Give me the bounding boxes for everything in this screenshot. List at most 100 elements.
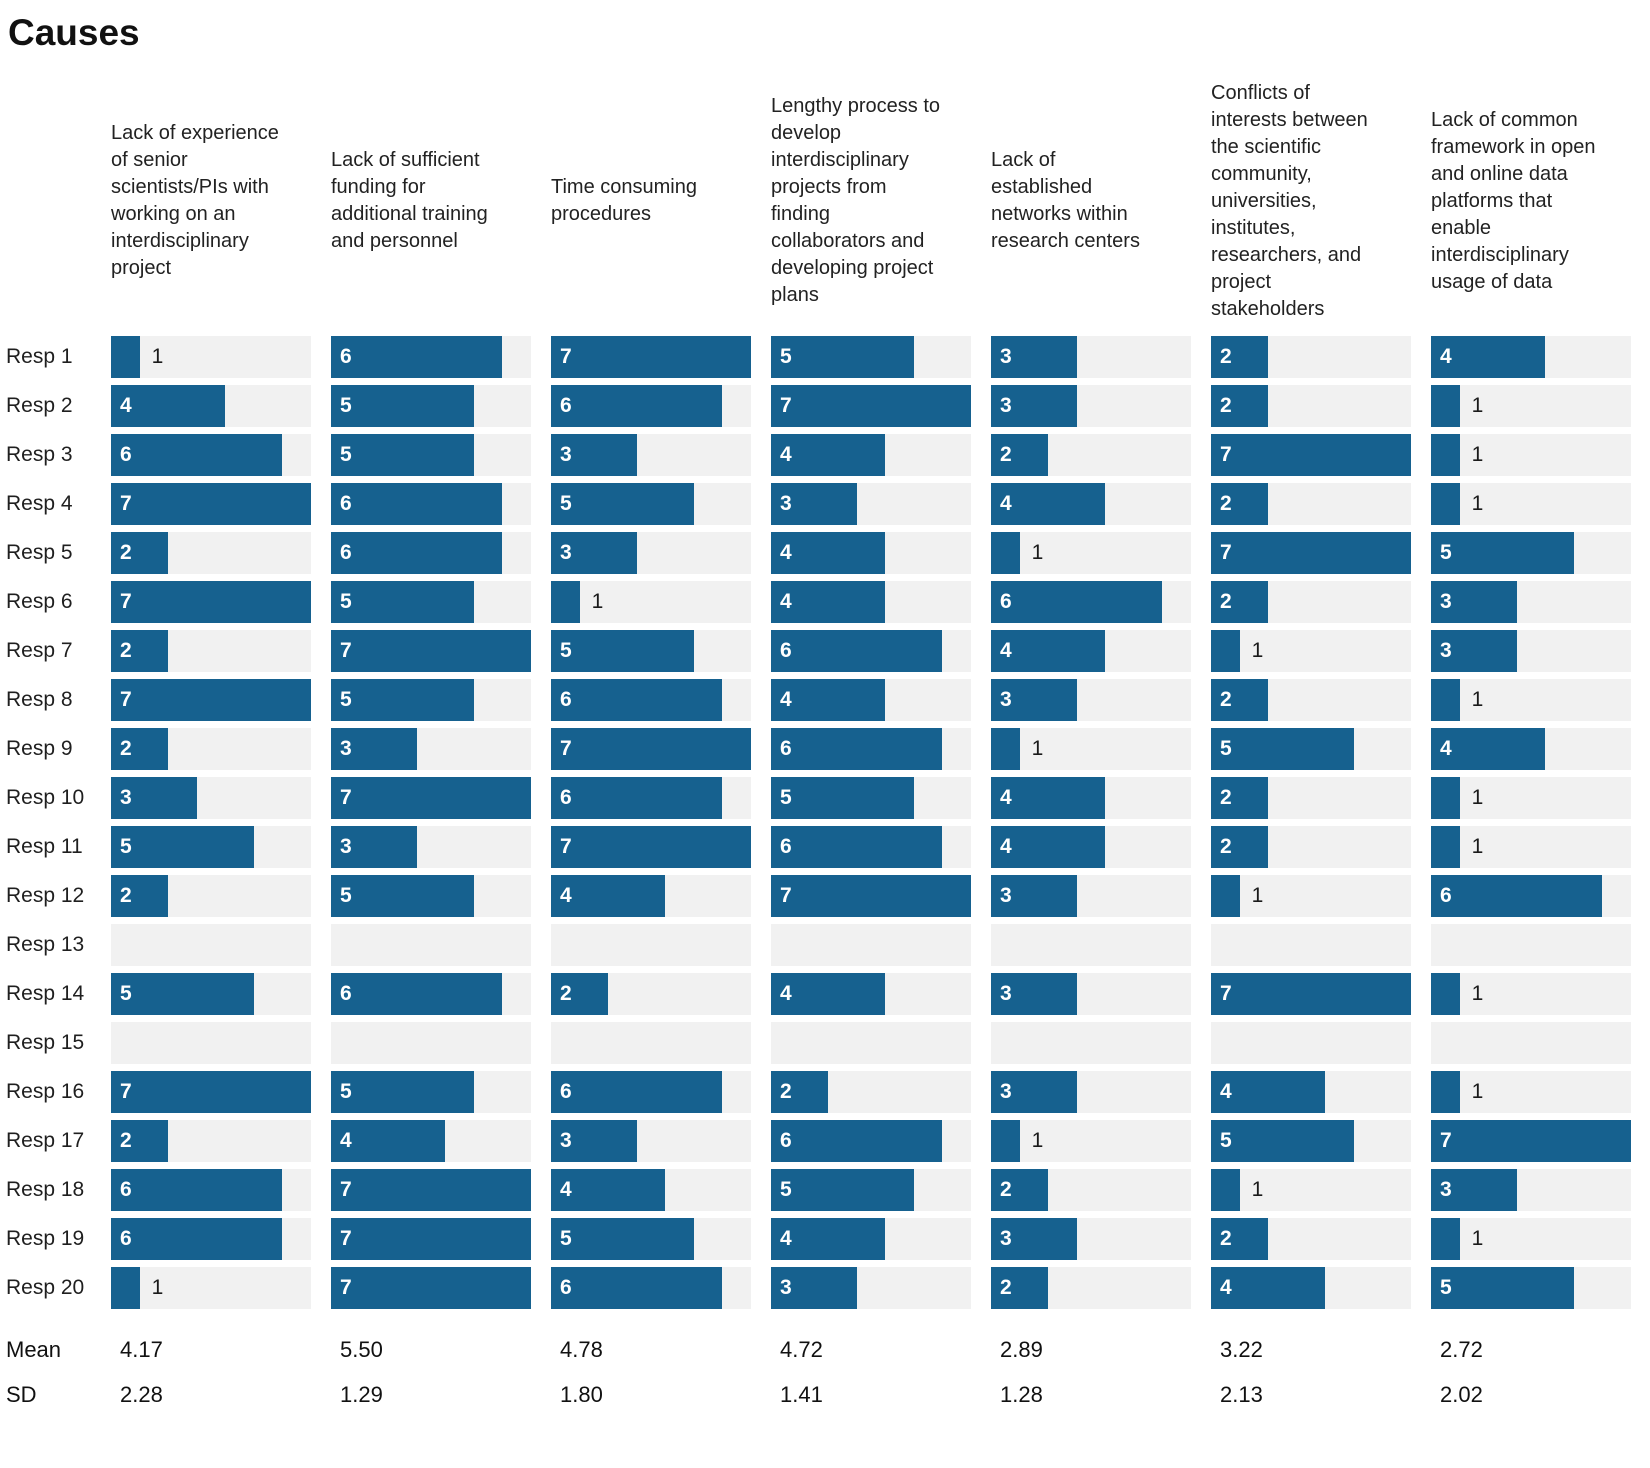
bar-value: 4: [780, 982, 792, 1005]
bar: [111, 826, 254, 868]
bar-value: 3: [780, 1276, 792, 1299]
bar: [551, 1218, 694, 1260]
bar-value: 6: [120, 1227, 132, 1250]
bar-track: 7: [1211, 434, 1411, 476]
respondent-row: Resp 16 7 5 6 2 3 4 1: [6, 1071, 1650, 1113]
bar-value: 3: [340, 835, 352, 858]
bar-track: 1: [991, 728, 1191, 770]
bar: [1211, 630, 1240, 672]
bar-value: 7: [560, 835, 572, 858]
bar-value: 3: [120, 786, 132, 809]
bar-value: 5: [340, 688, 352, 711]
bar: [991, 581, 1163, 623]
bar-value: 5: [780, 786, 792, 809]
bar-value: 7: [340, 1276, 352, 1299]
column-header: Lack of established networks within rese…: [991, 149, 1140, 252]
bar: [331, 385, 474, 427]
row-label: Resp 18: [6, 1178, 85, 1201]
bar-track: 1: [1211, 1169, 1411, 1211]
bar-track: 6: [551, 777, 751, 819]
row-label: Resp 13: [6, 933, 85, 956]
bar: [111, 1267, 140, 1309]
bar-track: [551, 1022, 751, 1064]
bar-track: 4: [1211, 1267, 1411, 1309]
bar-track: 1: [1431, 826, 1631, 868]
bar-track: 7: [1431, 1120, 1631, 1162]
bar: [1211, 875, 1240, 917]
bar-track: 5: [551, 630, 751, 672]
bar: [1431, 385, 1460, 427]
bar-value: 3: [1440, 1178, 1452, 1201]
bar: [111, 728, 169, 770]
bar: [1211, 973, 1411, 1015]
bar-track: 6: [771, 826, 971, 868]
bar-track: 4: [551, 1169, 751, 1211]
bar-value: 5: [560, 492, 572, 515]
bar-track: [771, 1022, 971, 1064]
bar-track: [1211, 1022, 1411, 1064]
bar-value: 5: [1440, 541, 1452, 564]
bar: [771, 1169, 914, 1211]
bar-value: 6: [560, 1276, 572, 1299]
bar-track: 7: [111, 581, 311, 623]
bar-value: 3: [1000, 394, 1012, 417]
bar-track: 7: [331, 777, 531, 819]
bar: [1211, 483, 1269, 525]
bar-value: 6: [1440, 884, 1452, 907]
bar-track: 5: [111, 826, 311, 868]
bar-track: 3: [551, 1120, 751, 1162]
bar-track: 5: [331, 875, 531, 917]
bar-track: 3: [991, 385, 1191, 427]
bar-track: 1: [1431, 1218, 1631, 1260]
bar: [111, 1071, 311, 1113]
bar: [1211, 1071, 1326, 1113]
bar-track: 1: [1211, 875, 1411, 917]
bar-value: 1: [1251, 1178, 1264, 1201]
sd-label: SD: [6, 1382, 37, 1407]
bar-track: 7: [111, 1071, 311, 1113]
bar-track: 6: [771, 728, 971, 770]
bar-track: 5: [551, 1218, 751, 1260]
bar-track: [331, 924, 531, 966]
sd-value: 1.41: [780, 1382, 823, 1407]
bar-track: 2: [111, 875, 311, 917]
bar-track: 6: [1431, 875, 1631, 917]
bar-value: 6: [560, 786, 572, 809]
bar-track: 4: [991, 777, 1191, 819]
bar-track: 4: [771, 532, 971, 574]
bar-value: 4: [1440, 737, 1452, 760]
bar-value: 6: [780, 639, 792, 662]
bar-track: 5: [331, 1071, 531, 1113]
bar-value: 2: [120, 1129, 132, 1152]
bar-track: 7: [111, 679, 311, 721]
bar-track: 5: [1211, 1120, 1411, 1162]
bar-track: 6: [771, 630, 971, 672]
mean-value: 2.72: [1440, 1337, 1483, 1362]
bar-track: 6: [551, 1267, 751, 1309]
bar-track: 5: [331, 385, 531, 427]
bar-value: 4: [1000, 786, 1012, 809]
bar-value: 2: [1220, 1227, 1232, 1250]
bar-track: 5: [1431, 532, 1631, 574]
bar: [1211, 1267, 1326, 1309]
bar-value: 4: [1000, 492, 1012, 515]
sd-value: 1.80: [560, 1382, 603, 1407]
column-header: Lack of common framework in open and onl…: [1431, 108, 1596, 293]
column-header: Lengthy process to develop interdiscipli…: [771, 95, 940, 306]
bar: [111, 336, 140, 378]
bar-track: 3: [991, 973, 1191, 1015]
bar: [1431, 973, 1460, 1015]
row-label: Resp 10: [6, 786, 85, 809]
bar-track: 3: [331, 728, 531, 770]
bar-value: 5: [120, 835, 132, 858]
bar-value: 7: [340, 1227, 352, 1250]
bar: [1431, 777, 1460, 819]
bar: [331, 728, 417, 770]
bar: [1211, 777, 1269, 819]
bar: [331, 777, 531, 819]
bar-value: 7: [340, 786, 352, 809]
bar-value: 6: [120, 1178, 132, 1201]
bar-track: 5: [331, 434, 531, 476]
bar: [991, 875, 1077, 917]
bar-value: 2: [1220, 688, 1232, 711]
